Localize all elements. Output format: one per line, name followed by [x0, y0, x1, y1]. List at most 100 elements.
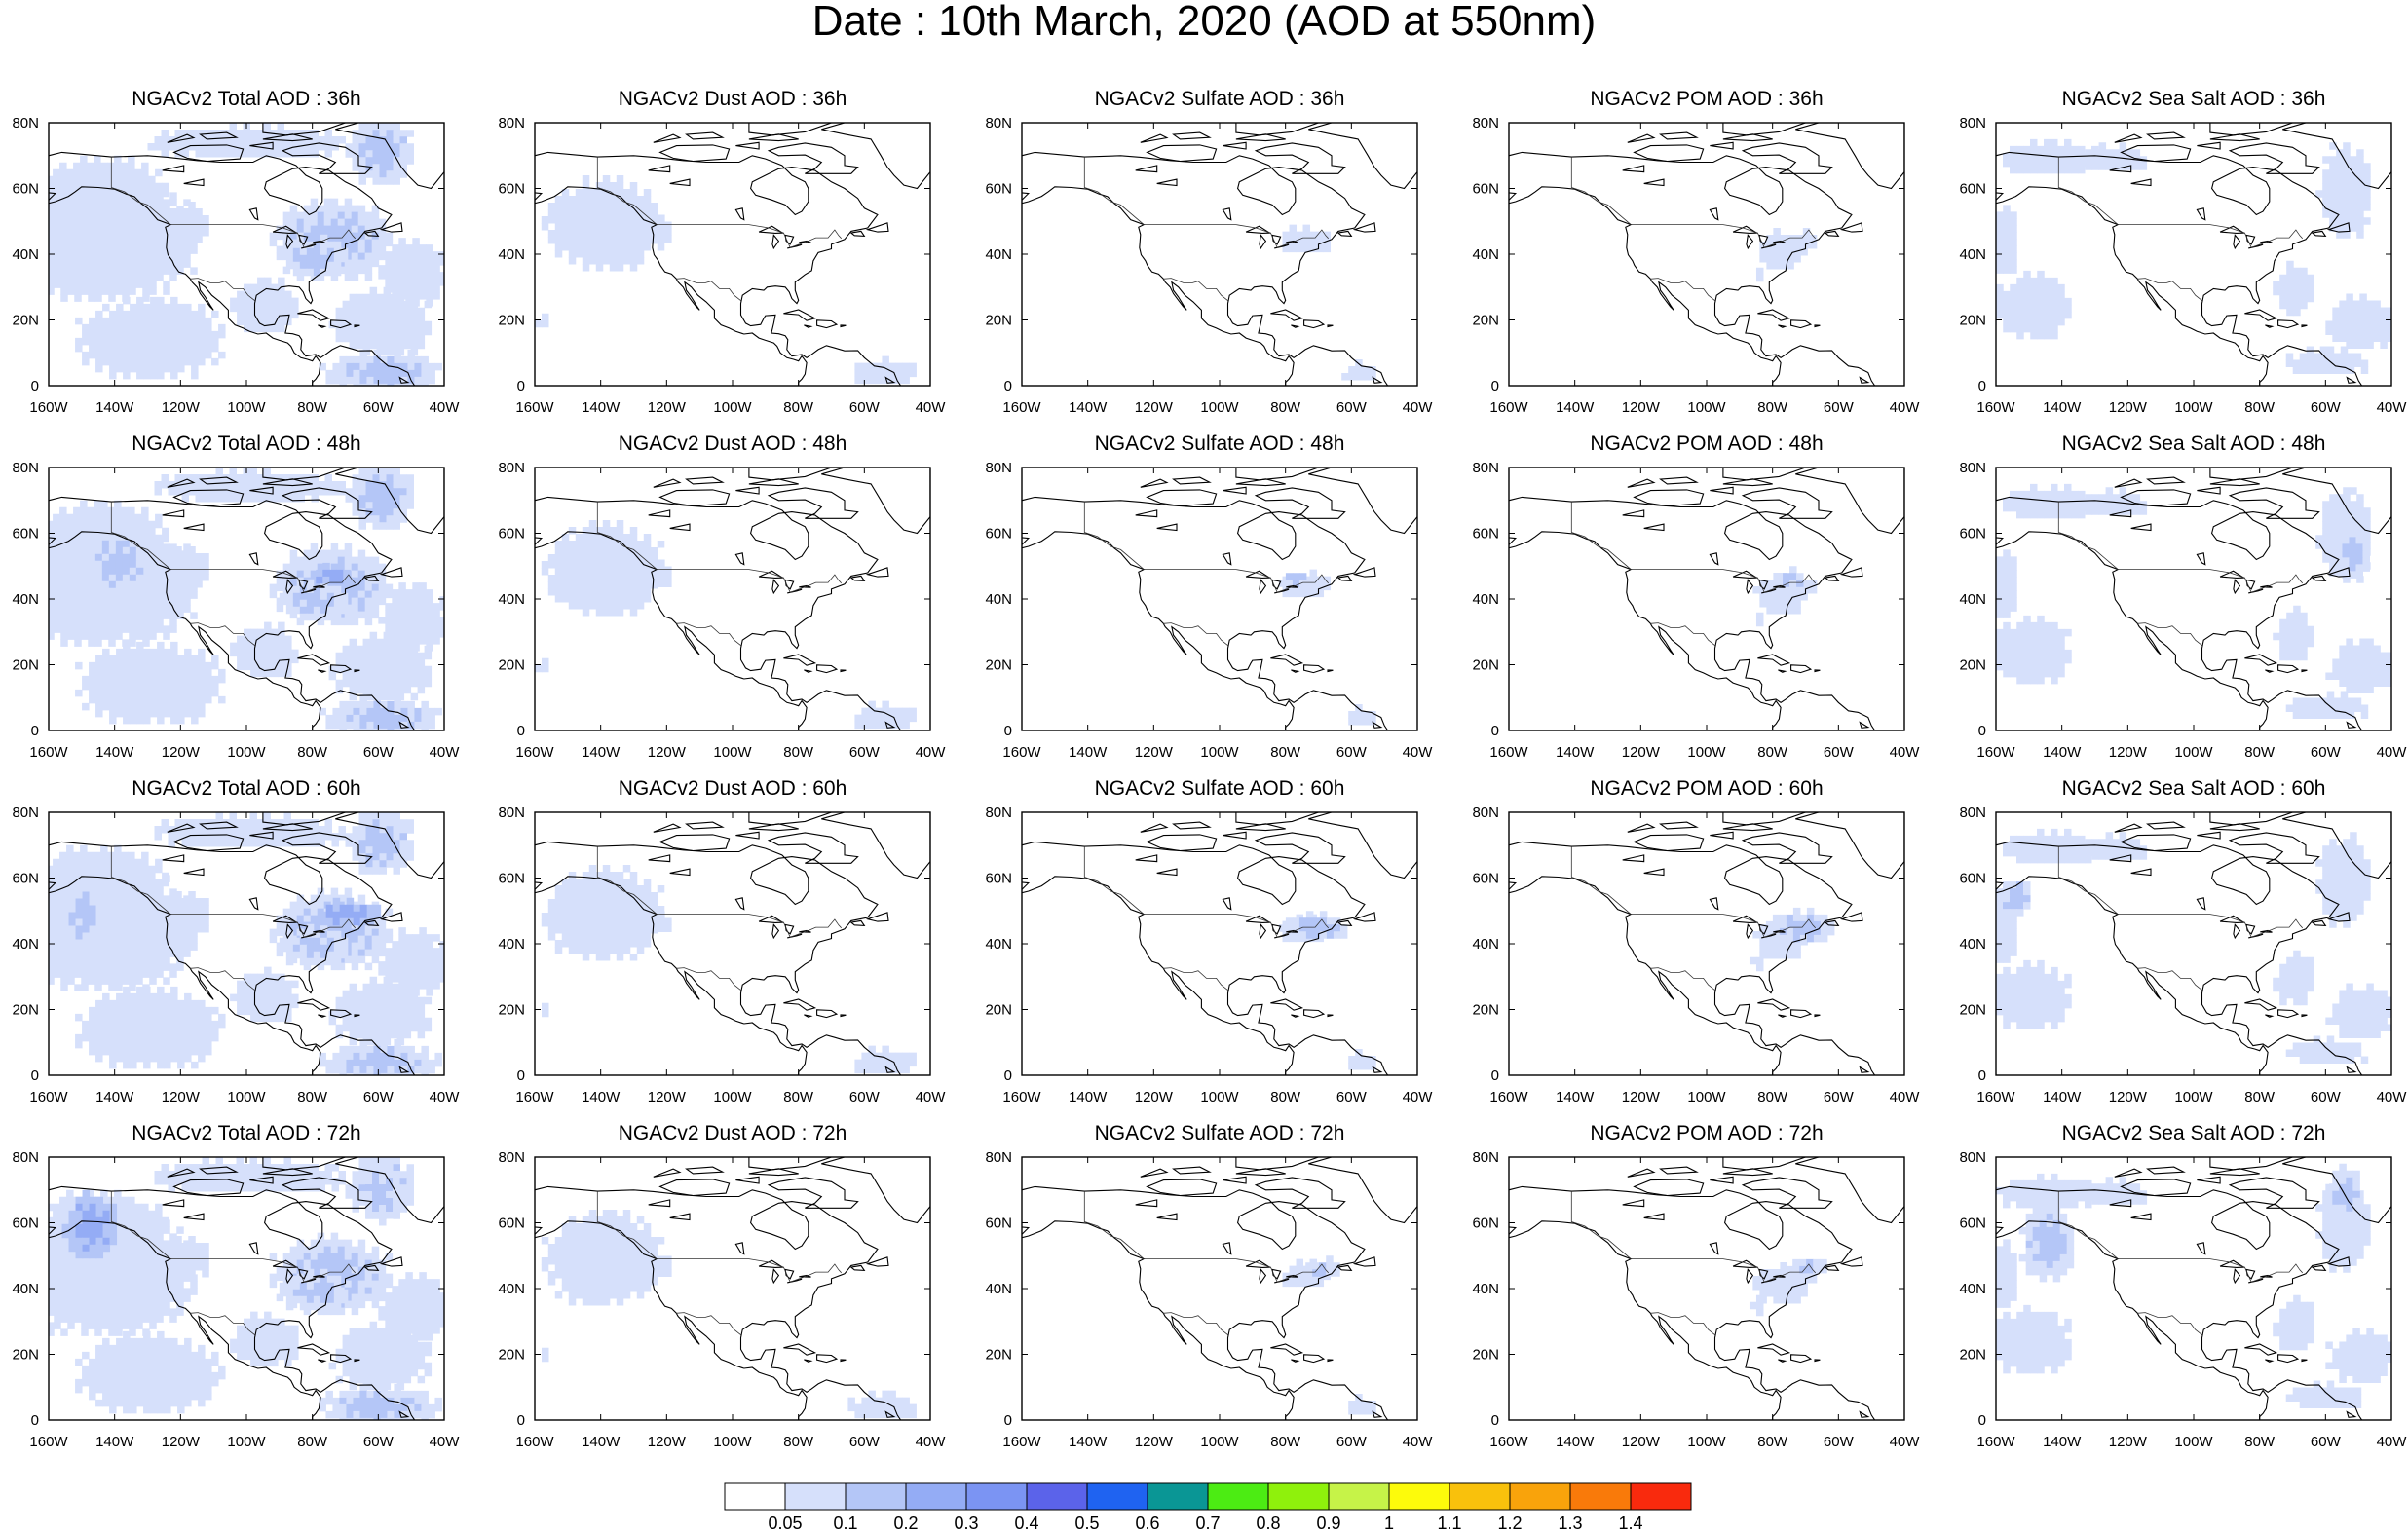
x-tick-label: 120W	[1135, 1434, 1174, 1450]
x-tick-label: 80W	[2244, 1089, 2276, 1105]
y-tick-label: 40N	[1472, 591, 1499, 608]
x-tick-label: 60W	[2311, 744, 2342, 761]
x-tick-label: 40W	[1890, 744, 1921, 761]
aod-field	[0, 116, 447, 391]
y-tick-label: 40N	[985, 591, 1012, 608]
x-tick-label: 140W	[582, 399, 621, 416]
y-tick-label: 0	[1978, 1067, 1986, 1084]
x-tick-label: 120W	[1622, 1434, 1661, 1450]
y-tick-label: 80N	[985, 460, 1012, 476]
x-tick-label: 100W	[1687, 399, 1726, 416]
legend-swatch	[1389, 1483, 1449, 1510]
x-tick-label: 60W	[363, 1434, 395, 1450]
y-tick-label: 20N	[498, 313, 525, 329]
x-tick-label: 100W	[227, 1434, 266, 1450]
x-tick-label: 40W	[1890, 399, 1921, 416]
x-tick-label: 100W	[1200, 1089, 1239, 1105]
x-tick-label: 80W	[783, 1089, 814, 1105]
x-tick-label: 100W	[713, 1434, 752, 1450]
x-tick-label: 100W	[1200, 1434, 1239, 1450]
x-tick-label: 140W	[1556, 399, 1595, 416]
y-tick-label: 80N	[12, 1149, 39, 1166]
y-tick-label: 80N	[12, 460, 39, 476]
y-tick-label: 20N	[1472, 1002, 1499, 1019]
y-tick-label: 40N	[498, 1281, 525, 1297]
x-tick-label: 80W	[297, 744, 328, 761]
y-tick-label: 40N	[1472, 246, 1499, 263]
y-tick-label: 20N	[1959, 657, 1986, 674]
y-tick-label: 40N	[498, 591, 525, 608]
y-tick-label: 60N	[1959, 871, 1986, 887]
y-tick-label: 80N	[985, 115, 1012, 131]
x-tick-label: 160W	[1489, 1089, 1528, 1105]
aod-field	[1989, 829, 2394, 1064]
x-tick-label: 80W	[2244, 399, 2276, 416]
y-tick-label: 40N	[12, 591, 39, 608]
x-tick-label: 60W	[849, 399, 881, 416]
y-tick-label: 80N	[1472, 1149, 1499, 1166]
y-tick-label: 60N	[985, 1216, 1012, 1232]
x-tick-label: 40W	[1890, 1089, 1921, 1105]
legend-swatch	[1329, 1483, 1389, 1510]
y-tick-label: 40N	[498, 246, 525, 263]
y-tick-label: 40N	[12, 936, 39, 953]
x-tick-label: 140W	[1556, 744, 1595, 761]
aod-field	[1989, 139, 2394, 374]
y-tick-label: 0	[1491, 378, 1499, 394]
aod-field	[0, 461, 447, 735]
x-tick-label: 160W	[515, 399, 554, 416]
x-tick-label: 160W	[1489, 1434, 1528, 1450]
x-tick-label: 160W	[29, 744, 68, 761]
x-tick-label: 80W	[783, 1434, 814, 1450]
x-tick-label: 60W	[1336, 399, 1368, 416]
y-tick-label: 80N	[985, 1149, 1012, 1166]
x-tick-label: 160W	[515, 1089, 554, 1105]
legend-swatch	[966, 1483, 1027, 1510]
aod-field	[1750, 908, 1834, 971]
x-tick-label: 160W	[1002, 1089, 1041, 1105]
x-tick-label: 40W	[1890, 1434, 1921, 1450]
x-tick-label: 120W	[162, 1089, 201, 1105]
y-tick-label: 0	[31, 1412, 39, 1429]
x-tick-label: 60W	[2311, 1089, 2342, 1105]
y-tick-label: 60N	[1959, 526, 1986, 543]
x-tick-label: 120W	[162, 1434, 201, 1450]
x-tick-label: 100W	[227, 1089, 266, 1105]
x-tick-label: 40W	[430, 744, 461, 761]
x-tick-label: 160W	[1976, 1434, 2015, 1450]
x-tick-label: 40W	[2377, 744, 2408, 761]
x-tick-label: 160W	[29, 1089, 68, 1105]
y-tick-label: 0	[1004, 723, 1012, 739]
coastlines	[996, 458, 1417, 730]
x-tick-label: 60W	[363, 1089, 395, 1105]
x-tick-label: 100W	[1687, 1089, 1726, 1105]
y-tick-label: 20N	[1959, 313, 1986, 329]
y-tick-label: 80N	[1472, 460, 1499, 476]
x-tick-label: 40W	[430, 399, 461, 416]
x-tick-label: 140W	[1069, 744, 1108, 761]
y-tick-label: 80N	[498, 804, 525, 821]
x-tick-label: 160W	[515, 1434, 554, 1450]
y-tick-label: 0	[1004, 378, 1012, 394]
x-tick-label: 80W	[2244, 1434, 2276, 1450]
x-tick-label: 160W	[1976, 399, 2015, 416]
x-tick-label: 40W	[2377, 399, 2408, 416]
x-tick-label: 140W	[1069, 1089, 1108, 1105]
y-tick-label: 20N	[498, 657, 525, 674]
legend-swatch	[1570, 1483, 1631, 1510]
y-tick-label: 60N	[985, 526, 1012, 543]
y-tick-label: 80N	[1472, 804, 1499, 821]
x-tick-label: 60W	[1824, 1434, 1855, 1450]
